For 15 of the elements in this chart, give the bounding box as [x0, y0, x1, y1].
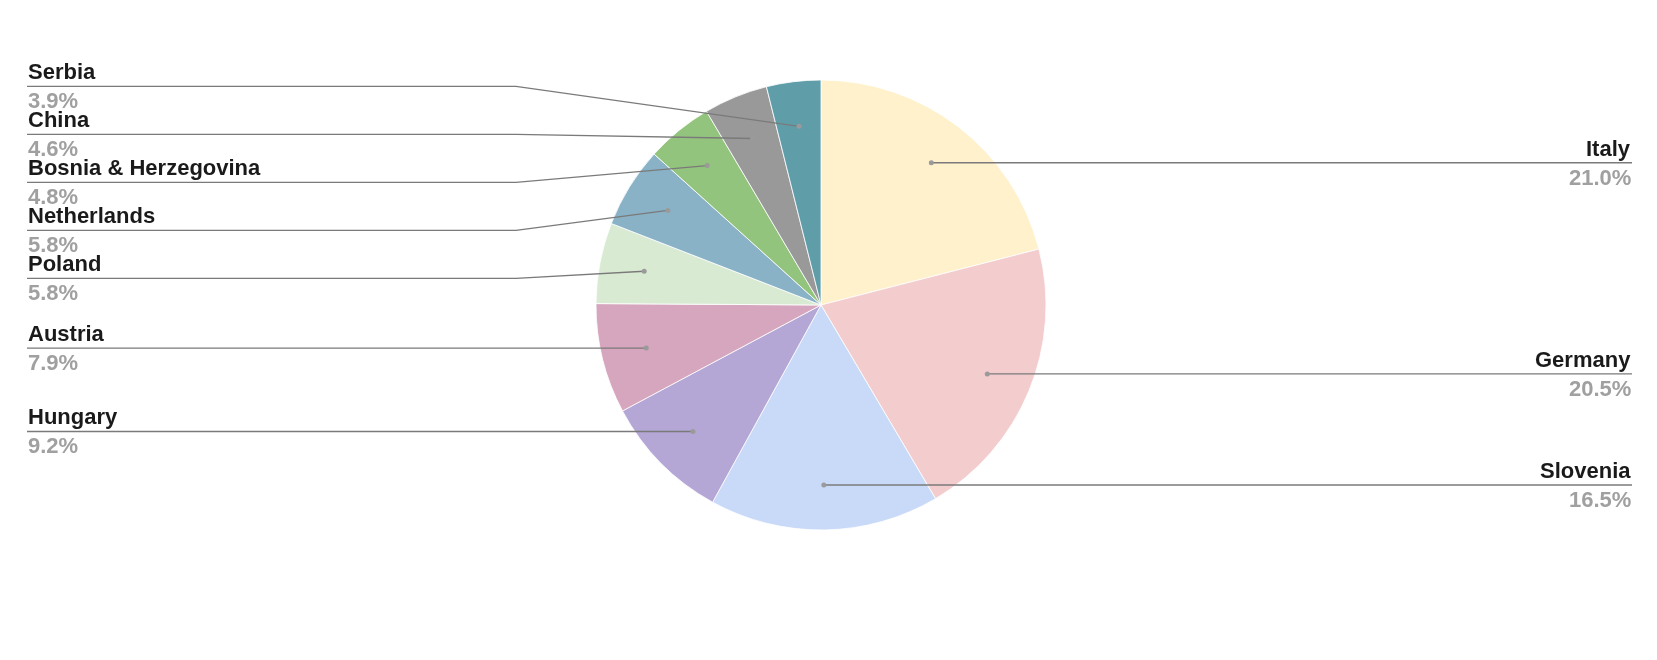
data-label: 20.5%	[1569, 376, 1632, 401]
slice-label: Poland	[28, 251, 102, 276]
data-label: 9.2%	[28, 433, 79, 458]
slice-label: Italy	[1586, 136, 1631, 161]
data-label: 7.9%	[28, 350, 79, 375]
data-label: 5.8%	[28, 280, 79, 305]
slice-label: China	[28, 107, 90, 132]
slice-label: Austria	[28, 321, 105, 346]
slice-label: Slovenia	[1540, 458, 1632, 483]
slice-label: Germany	[1535, 347, 1632, 372]
slice-label: Hungary	[28, 404, 118, 429]
data-label: 21.0%	[1569, 165, 1632, 190]
data-label: 16.5%	[1569, 487, 1632, 512]
slice-label: Serbia	[28, 59, 97, 84]
slice-label: Netherlands	[28, 203, 156, 228]
